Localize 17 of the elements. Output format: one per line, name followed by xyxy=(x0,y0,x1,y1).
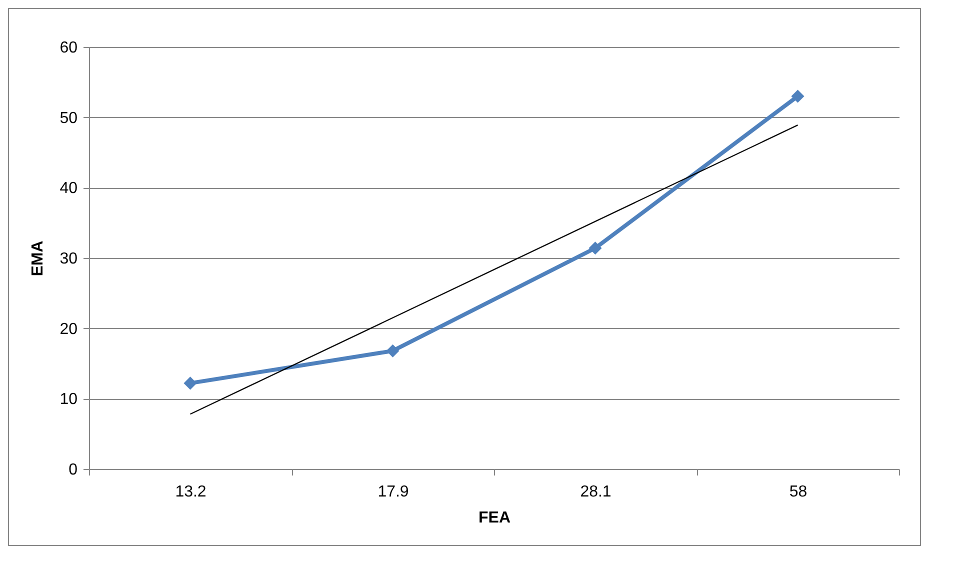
y-tick-label: 60 xyxy=(60,40,78,56)
x-axis-title: FEA xyxy=(478,510,511,526)
x-tick-label: 58 xyxy=(789,484,808,500)
y-tick-label: 20 xyxy=(60,320,78,338)
x-tick-label: 13.2 xyxy=(175,484,206,500)
point xyxy=(184,376,197,390)
y-tick-label: 40 xyxy=(60,180,78,198)
y-tick-label: 10 xyxy=(60,391,78,408)
y-axis-title: EMA xyxy=(30,240,47,276)
point xyxy=(791,90,804,103)
x-tick-label: 17.9 xyxy=(378,484,409,500)
y-tick-label: 30 xyxy=(60,250,78,268)
y-tick-label: 0 xyxy=(68,462,78,478)
point xyxy=(588,242,602,255)
point xyxy=(386,344,400,358)
y-tick-label: 50 xyxy=(60,110,78,127)
x-tick-label: 28.1 xyxy=(580,484,612,500)
